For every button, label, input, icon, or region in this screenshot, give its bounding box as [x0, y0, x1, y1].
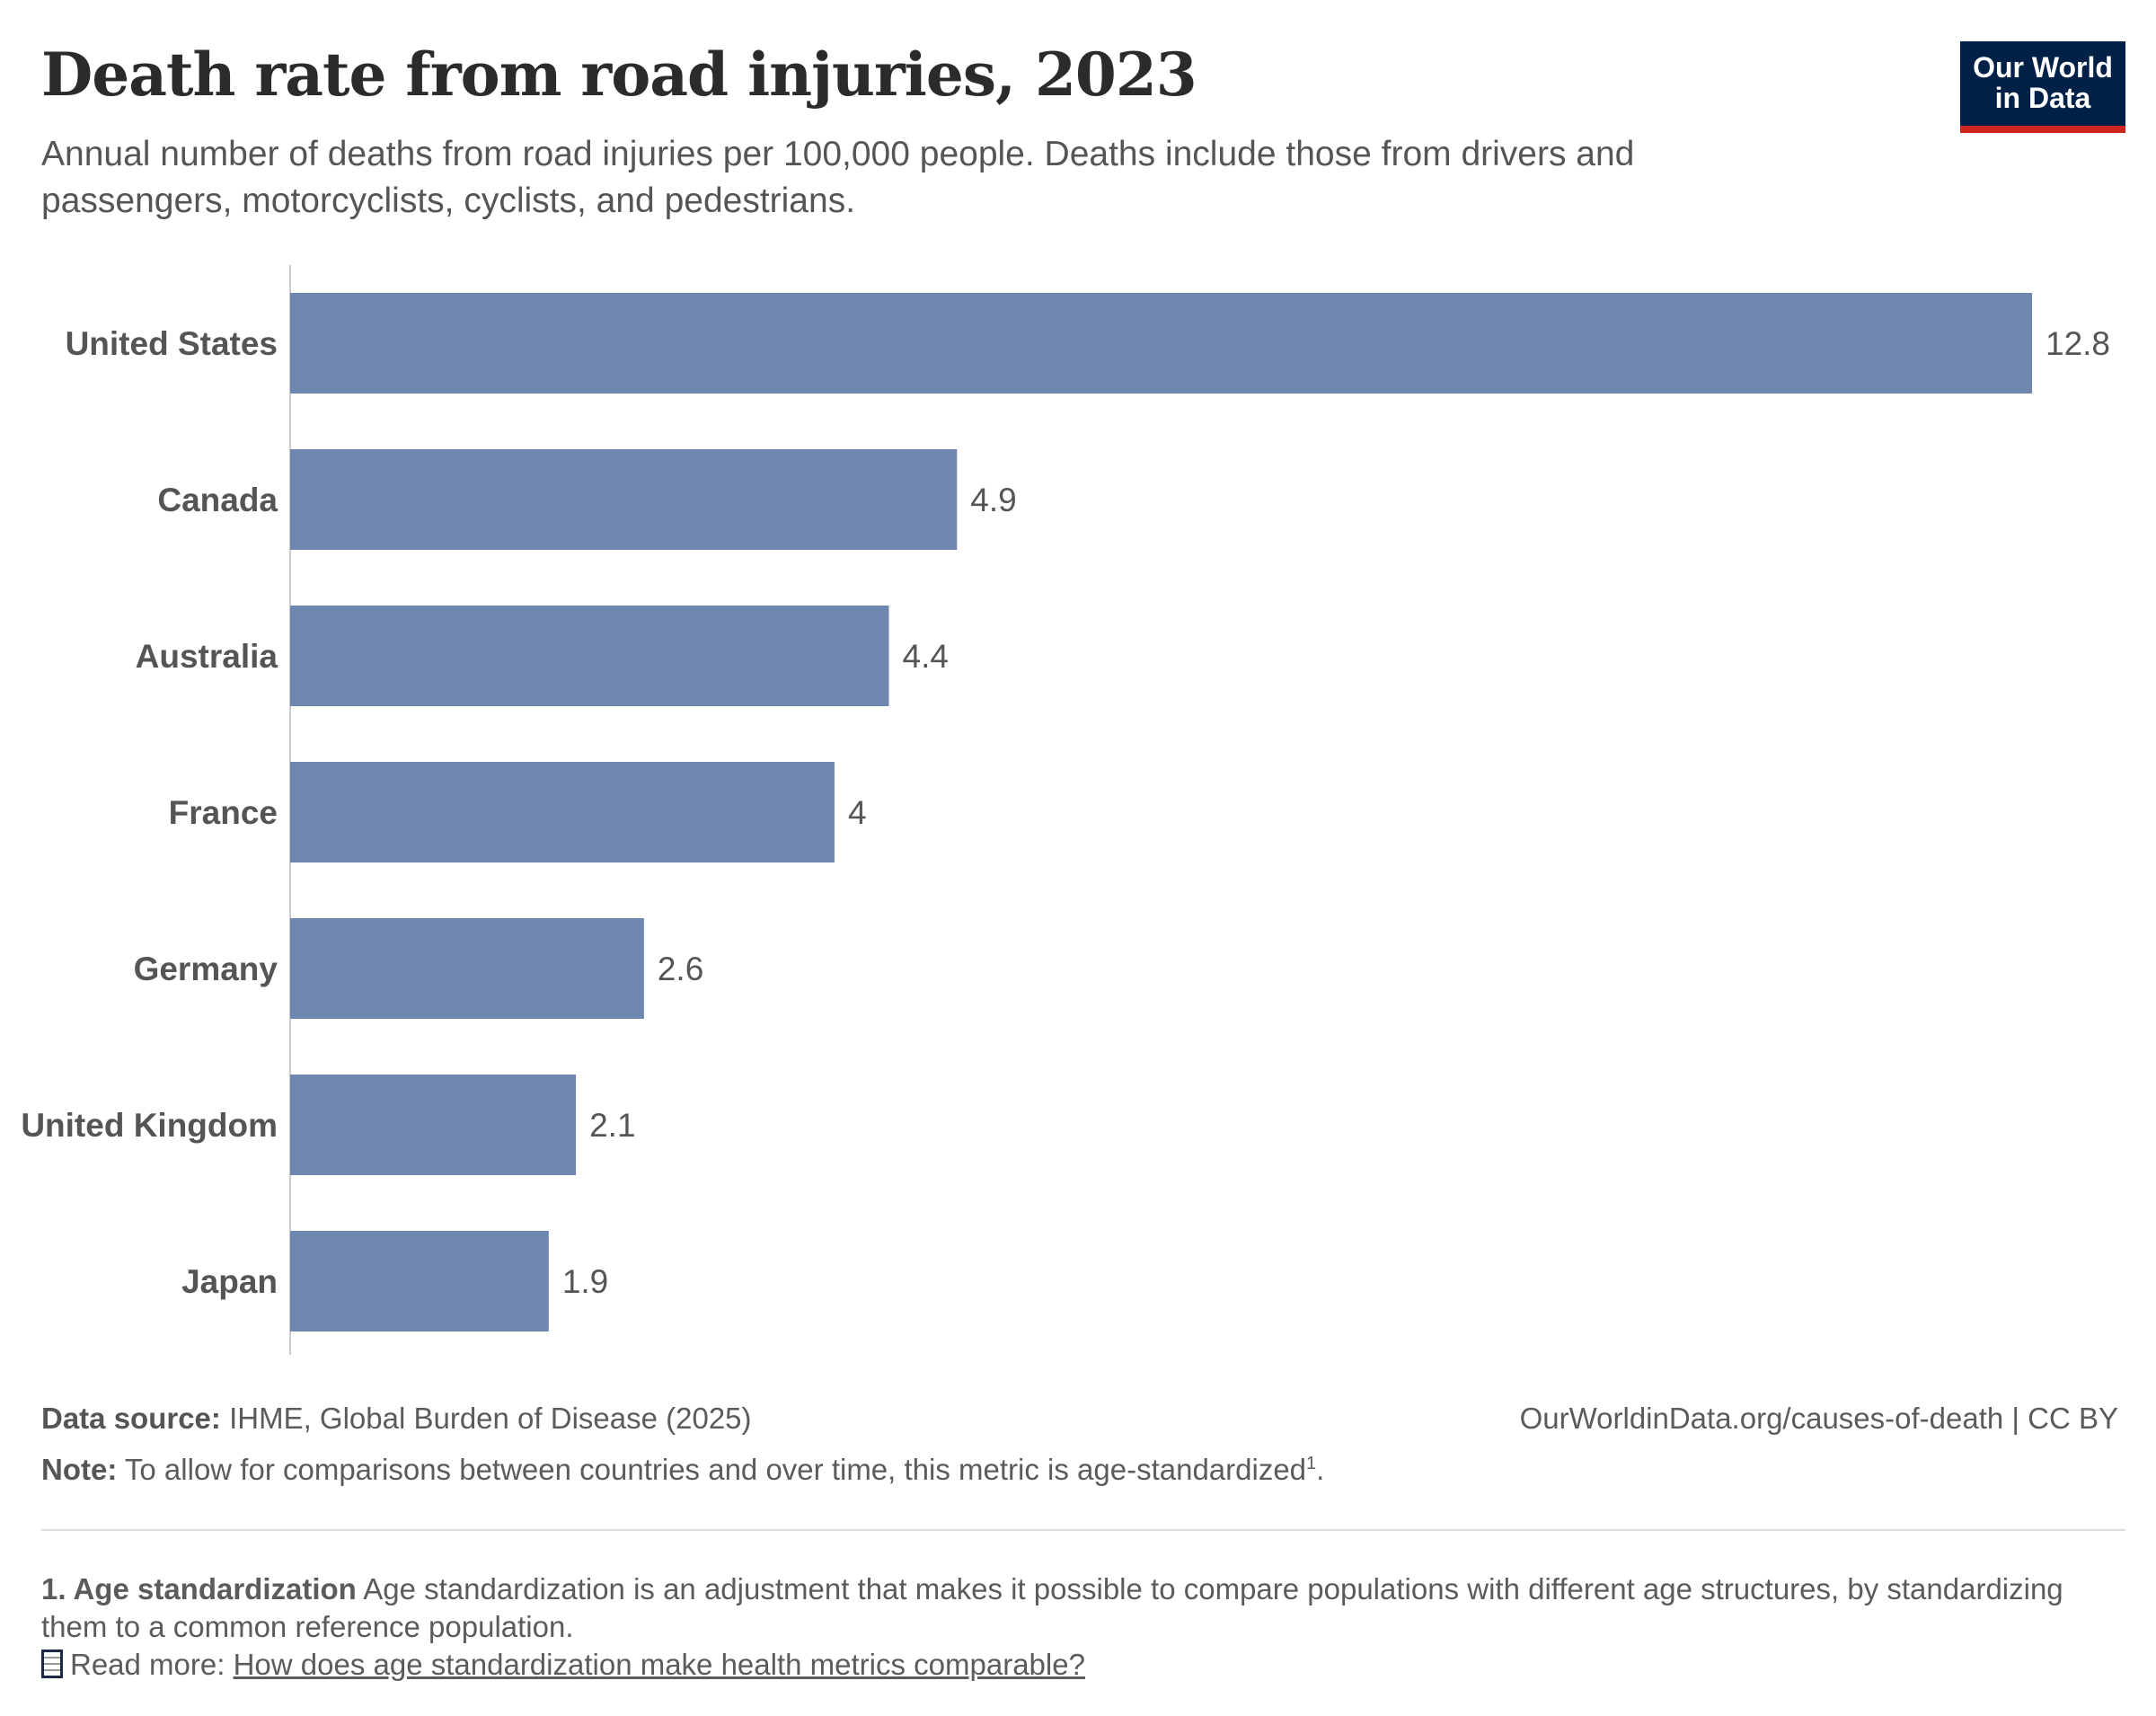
logo-accent-bar — [1960, 126, 2125, 133]
value-label: 2.1 — [589, 1107, 635, 1144]
logo-line-2: in Data — [1994, 82, 2091, 114]
document-icon — [41, 1650, 63, 1678]
note-footnote-ref[interactable]: 1 — [1306, 1454, 1317, 1473]
category-label: United Kingdom — [21, 1107, 278, 1144]
value-label: 4 — [848, 794, 867, 831]
bar[interactable] — [290, 293, 2032, 394]
value-label: 4.9 — [970, 482, 1016, 518]
note-label: Note: — [41, 1453, 118, 1486]
footnote: 1. Age standardization Age standardizati… — [41, 1570, 2107, 1684]
footnote-label: 1. Age standardization — [41, 1572, 357, 1605]
value-label: 1.9 — [562, 1263, 608, 1300]
category-label: Australia — [136, 638, 278, 675]
category-label: France — [169, 794, 278, 831]
data-source: Data source: IHME, Global Burden of Dise… — [41, 1402, 752, 1436]
read-more-label: Read more: — [70, 1648, 225, 1681]
logo-line-1: Our World — [1973, 51, 2113, 84]
bar[interactable] — [290, 449, 958, 550]
value-label: 2.6 — [658, 951, 703, 987]
bar[interactable] — [290, 918, 644, 1019]
category-label: Canada — [157, 482, 278, 518]
chart-subtitle: Annual number of deaths from road injuri… — [41, 135, 1635, 220]
source-label: Data source: — [41, 1402, 221, 1435]
read-more-link[interactable]: How does age standardization make health… — [233, 1648, 1085, 1681]
note-end: . — [1316, 1453, 1325, 1486]
bar[interactable] — [290, 606, 889, 706]
category-label: Germany — [134, 951, 278, 987]
value-label: 12.8 — [2046, 325, 2110, 362]
category-label: United States — [66, 325, 278, 362]
note-text: To allow for comparisons between countri… — [124, 1453, 1307, 1486]
bar[interactable] — [290, 762, 835, 862]
source-text: IHME, Global Burden of Disease (2025) — [229, 1402, 752, 1435]
bar[interactable] — [290, 1231, 549, 1331]
value-label: 4.4 — [903, 638, 949, 675]
bar[interactable] — [290, 1075, 577, 1175]
bar-chart: United States 12.8 Canada 4.9 Australia 4.4 Fr… — [21, 265, 2110, 1355]
source-url[interactable]: OurWorldinData.org/causes-of-death | CC … — [1519, 1402, 2118, 1435]
divider — [41, 1529, 2125, 1531]
footnote-text: Age standardization is an adjustment tha… — [41, 1572, 2063, 1643]
chart-title: Death rate from road injuries, 2023 — [41, 40, 1197, 110]
owid-logo[interactable]: Our World in Data — [1960, 41, 2125, 133]
note: Note: To allow for comparisons between c… — [41, 1453, 1324, 1487]
category-label: Japan — [181, 1263, 278, 1300]
